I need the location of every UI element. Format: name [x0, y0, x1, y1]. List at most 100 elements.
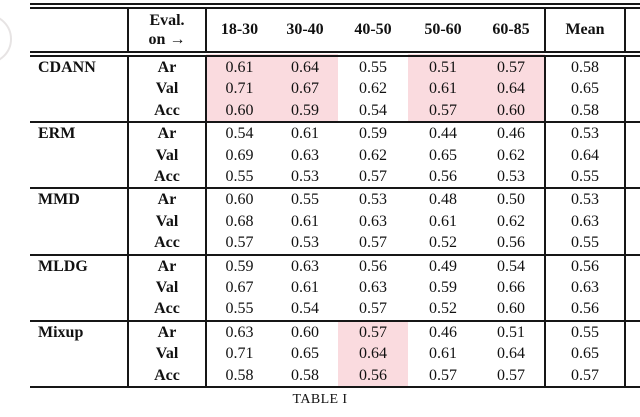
table-row: Val 0.67 0.61 0.63 0.59 0.66 0.63	[30, 277, 640, 299]
row-label-cell: Val	[127, 144, 207, 167]
method-name-cell	[30, 100, 128, 122]
value-cell: 0.63	[291, 257, 319, 275]
table-row: Val 0.68 0.61 0.63 0.61 0.62 0.63	[30, 210, 640, 233]
row-label-cell: Acc	[127, 99, 207, 123]
value-cell: 0.62	[359, 146, 387, 164]
clipped-cell	[625, 211, 640, 232]
method-group-mmd: MMD Ar 0.60 0.55 0.53 0.48 0.50 0.53 Val 0.68 0.61…	[30, 188, 640, 255]
mean-value-cell: 0.63	[544, 277, 626, 299]
value-cell: 0.56	[338, 364, 408, 388]
value-cell: 0.60	[206, 99, 272, 123]
column-header-60-85: 60-85	[492, 21, 530, 38]
clipped-cell	[625, 78, 640, 99]
row-label-cell: Ar	[127, 320, 207, 344]
method-name-cell	[30, 277, 128, 298]
value-cell: 0.64	[272, 54, 338, 79]
value-cell: 0.53	[291, 234, 319, 252]
value-cell: 0.54	[291, 300, 319, 318]
table-row: ERM Ar 0.54 0.61 0.59 0.44 0.46 0.53	[30, 122, 640, 145]
value-cell: 0.56	[429, 168, 457, 186]
value-cell: 0.53	[291, 168, 319, 186]
value-cell: 0.68	[225, 212, 254, 230]
value-cell: 0.63	[291, 146, 319, 164]
column-header-40-50: 40-50	[354, 21, 392, 38]
value-cell: 0.60	[225, 191, 254, 209]
value-cell: 0.62	[497, 212, 525, 230]
value-cell: 0.61	[429, 212, 457, 230]
value-cell: 0.63	[359, 212, 387, 230]
row-label-cell: Acc	[127, 298, 207, 321]
row-label-cell: Acc	[127, 232, 207, 255]
clipped-cell	[625, 298, 640, 320]
table-row: Val 0.69 0.63 0.62 0.65 0.62 0.64	[30, 144, 640, 167]
row-label-cell: Ar	[127, 54, 207, 79]
clipped-cell	[625, 277, 640, 298]
value-cell: 0.51	[408, 54, 478, 79]
table-header: Eval. on → 18-30 30-40 40-50 50-60 60-85…	[30, 6, 640, 54]
value-cell: 0.49	[429, 257, 457, 275]
row-label-cell: Ar	[127, 122, 207, 145]
value-cell: 0.57	[478, 54, 545, 79]
clipped-cell	[625, 343, 640, 364]
value-cell: 0.55	[359, 59, 387, 76]
mean-value-cell: 0.58	[544, 54, 626, 79]
value-cell: 0.67	[272, 78, 338, 100]
value-cell: 0.57	[225, 234, 254, 252]
clipped-cell	[625, 321, 640, 343]
eval-on-header-line2: on →	[148, 31, 186, 48]
value-cell: 0.69	[225, 146, 254, 164]
value-cell: 0.57	[338, 320, 408, 344]
clipped-cell	[625, 166, 640, 188]
value-cell: 0.59	[225, 257, 254, 275]
value-cell: 0.60	[291, 323, 319, 341]
value-cell: 0.53	[359, 191, 387, 209]
method-name-cell: Mixup	[38, 323, 84, 341]
clipped-cell	[625, 255, 640, 277]
mean-value-cell: 0.55	[544, 320, 626, 344]
clipped-cell	[625, 232, 640, 254]
mean-value-cell: 0.55	[544, 232, 626, 255]
row-label-cell: Acc	[127, 364, 207, 388]
mean-value-cell: 0.53	[544, 188, 626, 211]
value-cell: 0.60	[497, 300, 525, 318]
value-cell: 0.63	[359, 279, 387, 297]
value-cell: 0.59	[359, 125, 387, 143]
table-row: Acc 0.55 0.53 0.57 0.56 0.53 0.55	[30, 166, 640, 189]
results-table: Eval. on → 18-30 30-40 40-50 50-60 60-85…	[30, 3, 640, 389]
mean-value-cell: 0.55	[544, 166, 626, 189]
value-cell: 0.67	[225, 279, 254, 297]
value-cell: 0.71	[206, 78, 272, 100]
clipped-column-header	[625, 6, 640, 54]
value-cell: 0.57	[497, 366, 525, 384]
value-cell: 0.44	[429, 125, 457, 143]
value-cell: 0.60	[478, 99, 545, 123]
value-cell: 0.55	[291, 191, 319, 209]
method-name-cell	[30, 365, 128, 387]
value-cell: 0.56	[359, 257, 387, 275]
value-cell: 0.53	[497, 168, 525, 186]
clipped-cell	[625, 145, 640, 166]
value-cell: 0.46	[497, 125, 525, 143]
row-label-cell: Val	[127, 277, 207, 299]
eval-on-header-line1: Eval.	[149, 12, 185, 29]
method-name-cell	[30, 211, 128, 232]
table-row: Val 0.71 0.67 0.62 0.61 0.64 0.65	[30, 78, 640, 100]
value-cell: 0.54	[225, 125, 254, 143]
row-label-cell: Val	[127, 210, 207, 233]
value-cell: 0.50	[497, 191, 525, 209]
method-group-mldg: MLDG Ar 0.59 0.63 0.56 0.49 0.54 0.56 Val 0.67 0.6…	[30, 254, 640, 321]
table-row: CDANN Ar 0.61 0.64 0.55 0.51 0.57 0.58	[30, 54, 640, 79]
mean-value-cell: 0.63	[544, 210, 626, 233]
clipped-cell	[625, 365, 640, 387]
method-name-cell	[30, 343, 128, 364]
mean-value-cell: 0.65	[544, 78, 626, 100]
clipped-cell	[625, 54, 640, 78]
header-row: Eval. on → 18-30 30-40 40-50 50-60 60-85…	[30, 6, 640, 54]
value-cell: 0.57	[359, 234, 387, 252]
value-cell: 0.57	[359, 300, 387, 318]
method-group-cdann: CDANN Ar 0.61 0.64 0.55 0.51 0.57 0.58 Val 0.71 0.…	[30, 54, 640, 123]
method-name-cell	[30, 232, 128, 254]
value-cell: 0.56	[497, 234, 525, 252]
table-caption: TABLE I	[292, 392, 348, 407]
value-cell: 0.58	[291, 366, 319, 384]
